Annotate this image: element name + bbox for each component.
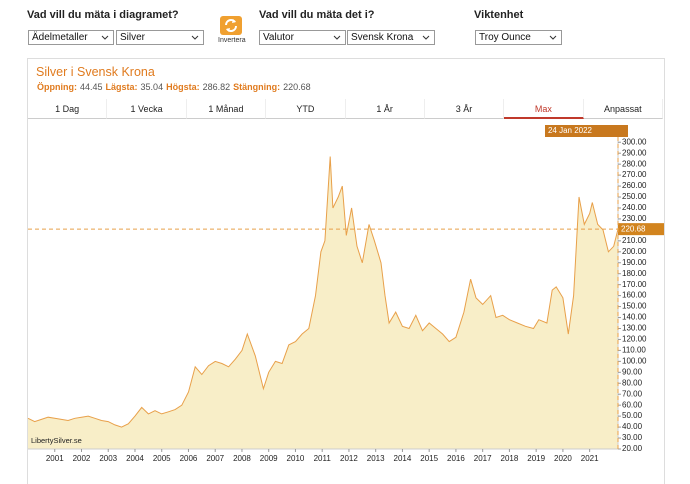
select[interactable]: Svensk Krona: [347, 30, 435, 45]
select[interactable]: Valutor: [259, 30, 346, 45]
chevron: [191, 35, 199, 40]
tab[interactable]: 1 Vecka: [107, 99, 187, 119]
tab[interactable]: 1 Dag: [28, 99, 108, 119]
select-value: Silver: [120, 32, 146, 43]
select-value: Ädelmetaller: [32, 32, 88, 43]
control-label: Viktenhet: [474, 9, 524, 21]
stat-label: Öppning:: [37, 82, 77, 92]
stat-value: 44.45: [80, 82, 103, 92]
control-label: Vad vill du mäta det i?: [259, 9, 375, 21]
select[interactable]: Ädelmetaller: [28, 30, 114, 45]
chart-panel: [27, 58, 665, 484]
chart-title: Silver i Svensk Krona: [36, 65, 155, 79]
stat-label: Stängning:: [233, 82, 281, 92]
select-value: Valutor: [263, 32, 294, 43]
select-value: Svensk Krona: [351, 32, 414, 43]
chevron: [422, 35, 430, 40]
chevron: [333, 35, 341, 40]
tab[interactable]: Anpassat: [583, 99, 663, 119]
stat-value: 286.82: [202, 82, 231, 92]
invert-button[interactable]: [220, 16, 242, 35]
stats: Öppning: 44.45 Lägsta: 35.04 Högsta: 286.82 St…: [37, 82, 314, 92]
stat-label: Lägsta:: [105, 82, 138, 92]
stat-value: 35.04: [140, 82, 164, 92]
select[interactable]: Troy Ounce: [475, 30, 562, 45]
tab[interactable]: 3 År: [424, 99, 505, 119]
tab[interactable]: 1 År: [345, 99, 425, 119]
tab[interactable]: YTD: [266, 99, 346, 119]
tab[interactable]: 1 Månad: [186, 99, 267, 119]
stat-label: Högsta:: [166, 82, 200, 92]
invert-label: Invertera: [218, 37, 246, 44]
chevron: [101, 35, 109, 40]
tab[interactable]: Max: [504, 99, 584, 119]
chevron: [549, 35, 557, 40]
select-value: Troy Ounce: [479, 32, 531, 43]
control-label: Vad vill du mäta i diagramet?: [27, 9, 179, 21]
stat-value: 220.68: [283, 82, 311, 92]
select[interactable]: Silver: [116, 30, 204, 45]
